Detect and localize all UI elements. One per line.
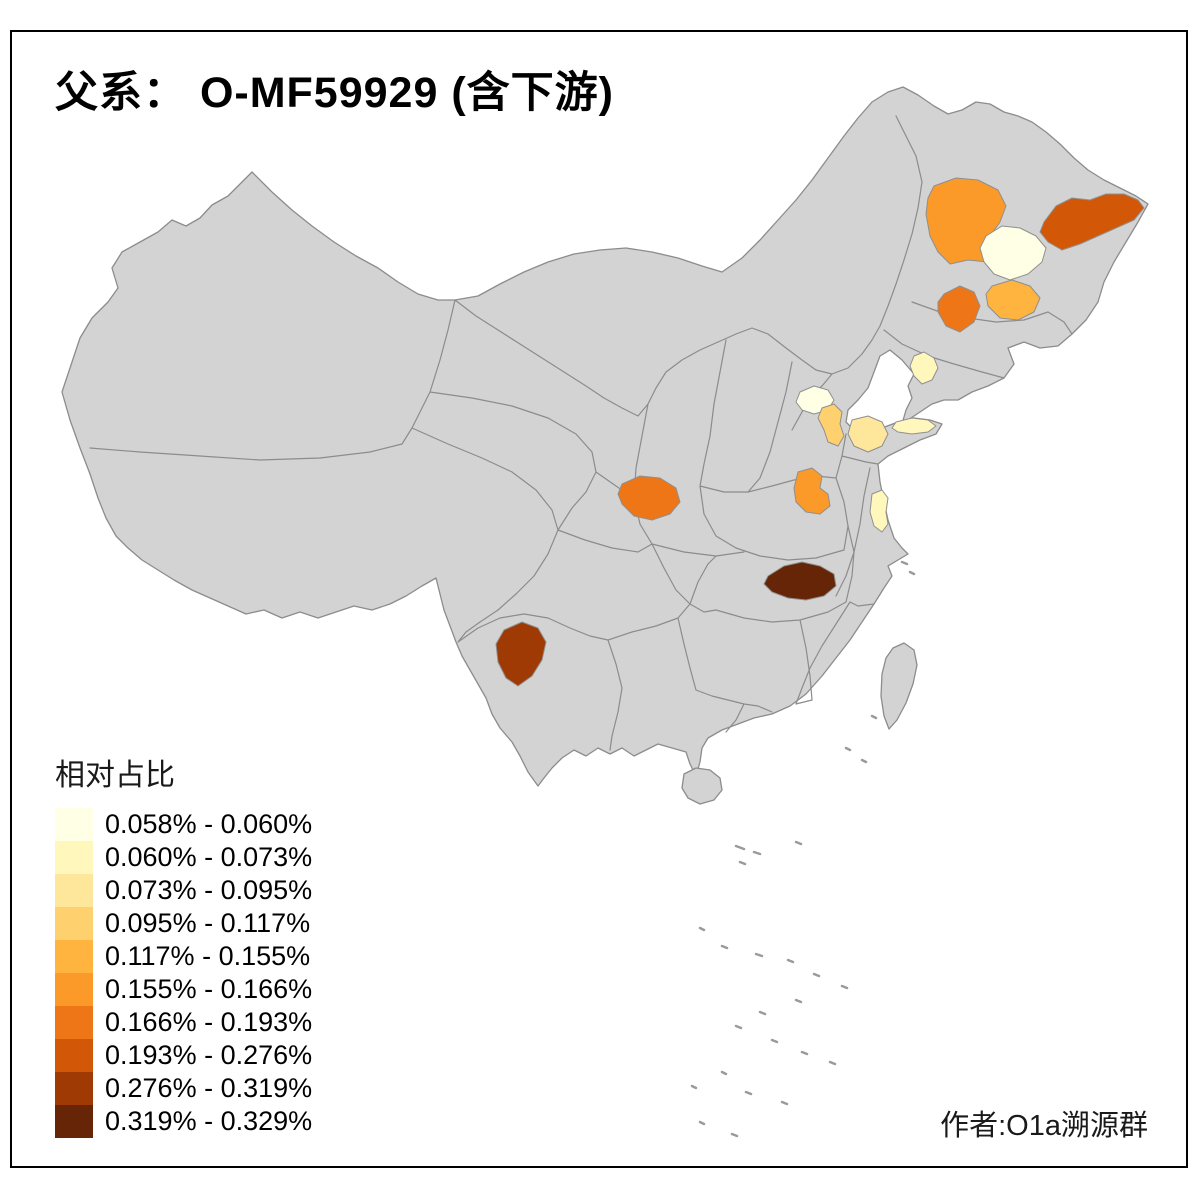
legend-label: 0.166% - 0.193% xyxy=(105,1007,313,1037)
legend-row: 0.276% - 0.319% xyxy=(55,1072,312,1105)
map-region-northeast-lower xyxy=(937,285,981,333)
map-region-northeast-center-south xyxy=(985,279,1041,321)
legend-swatch xyxy=(55,1039,93,1072)
map-region-north-tianjin-area xyxy=(817,403,845,447)
landmass xyxy=(61,86,1149,805)
legend-swatch xyxy=(55,940,93,973)
legend-row: 0.155% - 0.166% xyxy=(55,973,312,1006)
legend-label: 0.319% - 0.329% xyxy=(105,1106,313,1136)
highlighted-regions xyxy=(495,177,1145,687)
map-region-central-hubei xyxy=(763,561,837,601)
map-region-east-jiangsu xyxy=(869,489,889,533)
legend-row: 0.166% - 0.193% xyxy=(55,1006,312,1039)
legend-label: 0.155% - 0.166% xyxy=(105,974,313,1004)
map-region-northeast-center-pale xyxy=(979,225,1047,281)
legend-swatch xyxy=(55,1006,93,1039)
map-region-east-shandong-inland xyxy=(847,415,889,453)
hainan-island xyxy=(681,767,723,805)
legend-row: 0.060% - 0.073% xyxy=(55,841,312,874)
map-region-northeast-far-east xyxy=(1039,193,1145,251)
legend-row: 0.073% - 0.095% xyxy=(55,874,312,907)
author-credit: 作者:O1a溯源群 xyxy=(940,1110,1148,1142)
page-title: 父系： O-MF59929 (含下游) xyxy=(55,69,614,117)
legend: 相对占比 0.058% - 0.060% 0.060% - 0.073% 0.0… xyxy=(55,750,312,1138)
legend-swatch xyxy=(55,874,93,907)
legend-label: 0.060% - 0.073% xyxy=(105,842,313,872)
south-china-sea-islands xyxy=(690,560,916,1138)
legend-row: 0.117% - 0.155% xyxy=(55,940,312,973)
china-mainland-outline xyxy=(61,86,1149,787)
legend-label: 0.058% - 0.060% xyxy=(105,809,313,839)
map-region-east-shandong-peninsula xyxy=(891,417,937,435)
map-region-northeast-liaodong xyxy=(909,351,939,385)
legend-swatch xyxy=(55,1105,93,1138)
legend-row: 0.058% - 0.060% xyxy=(55,808,312,841)
legend-swatch xyxy=(55,1072,93,1105)
legend-label: 0.095% - 0.117% xyxy=(105,908,311,938)
legend-row: 0.193% - 0.276% xyxy=(55,1039,312,1072)
map-region-central-shaanxi xyxy=(617,475,681,521)
legend-swatch xyxy=(55,907,93,940)
legend-label: 0.117% - 0.155% xyxy=(105,941,311,971)
legend-label: 0.276% - 0.319% xyxy=(105,1073,313,1103)
legend-title: 相对占比 xyxy=(55,759,175,792)
legend-swatch xyxy=(55,841,93,874)
legend-swatch xyxy=(55,973,93,1006)
legend-row: 0.095% - 0.117% xyxy=(55,907,312,940)
legend-label: 0.193% - 0.276% xyxy=(105,1040,313,1070)
legend-swatch xyxy=(55,808,93,841)
map-region-southwest-yunnan xyxy=(495,621,547,687)
legend-label: 0.073% - 0.095% xyxy=(105,875,313,905)
legend-row: 0.319% - 0.329% xyxy=(55,1105,312,1138)
map-region-central-henan xyxy=(793,467,831,515)
taiwan-island xyxy=(880,642,918,730)
